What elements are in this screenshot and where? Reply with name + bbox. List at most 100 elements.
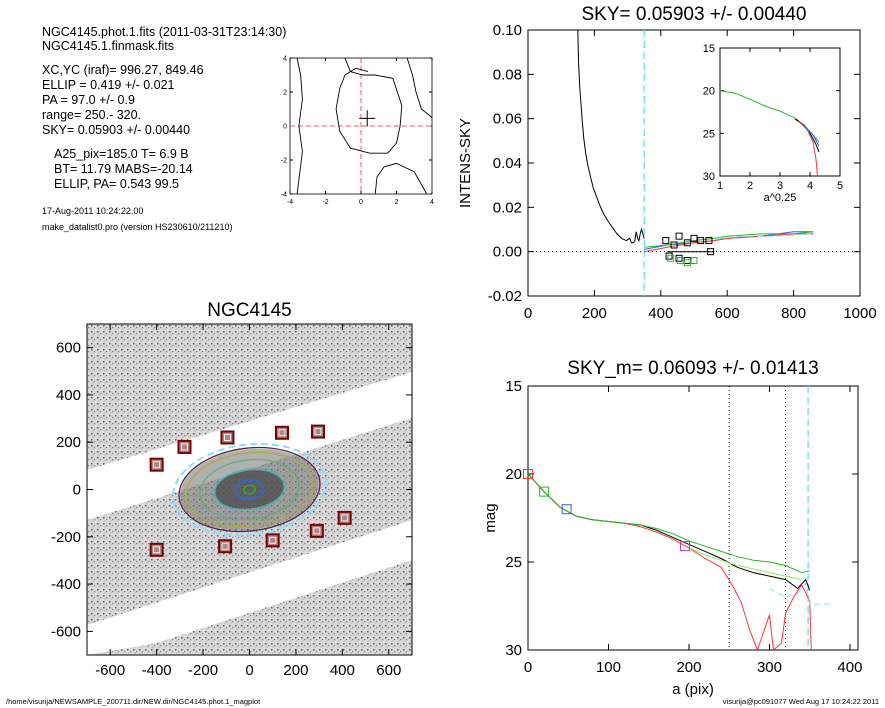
y-tick-label: 20 (505, 466, 522, 483)
x-axis-label: a^0.25 (764, 192, 797, 204)
sky-box-inner (181, 443, 188, 451)
y-tick-label: 0.06 (493, 111, 522, 128)
sky-box (177, 439, 192, 454)
sky-box (220, 430, 235, 445)
info-line: ELLIP = 0.419 +/- 0.021 (42, 78, 175, 92)
chart-title: SKY_m= 0.06093 +/- 0.01413 (567, 358, 818, 379)
x-tick-label: -400 (142, 662, 172, 679)
x-tick-label: 400 (648, 305, 673, 322)
profile-square (683, 259, 691, 267)
sky-box-inner (269, 536, 277, 544)
info-line: PA = 97.0 +/- 0.9 (42, 93, 135, 107)
info-line: A25_pix=185.0 T= 6.9 B (54, 147, 189, 161)
isophote-ellipse (214, 468, 285, 511)
profile-square (523, 469, 533, 479)
info-line: range= 250.- 320. (42, 108, 141, 122)
sky-box (309, 523, 324, 538)
profile-square (707, 248, 715, 256)
profile-square (667, 254, 675, 262)
series-line (577, 30, 645, 244)
x-tick-label: 4 (807, 180, 813, 192)
x-tick-label: -600 (95, 662, 125, 679)
sky-box (265, 533, 280, 548)
profile-square (675, 254, 683, 262)
image-layer (87, 324, 412, 655)
profile-square (683, 239, 691, 247)
y-tick-label: 0 (283, 124, 287, 131)
magnitude-profile-plot: 0 100 200 300 400 15 20 25 30 SKY_m= 0.06093 +/- … (482, 358, 862, 698)
y-tick-label: -200 (51, 529, 81, 546)
info-line: NGC4145.phot.1.fits (2011-03-31T23:14:30… (42, 25, 286, 39)
sky-box (310, 424, 325, 439)
y-tick-label: 0.04 (493, 155, 522, 172)
sky-box-inner (221, 542, 229, 550)
x-tick-label: 400 (837, 659, 862, 676)
y-tick-label: 25 (505, 554, 522, 571)
sky-box (218, 539, 233, 554)
x-tick-label: 200 (676, 659, 701, 676)
sky-box (149, 457, 164, 472)
x-tick-label: 0 (524, 305, 532, 322)
y-tick-label: 2 (283, 90, 287, 97)
info-line: ELLIP, PA= 0.543 99.5 (54, 177, 179, 191)
x-tick-label: 0 (245, 662, 253, 679)
x-tick-label: 2 (747, 180, 753, 192)
y-axis-label: mag (482, 503, 499, 532)
sky-box-inner (313, 527, 321, 535)
info-version: make_datalist0.pro (version HS230610/211… (42, 222, 232, 232)
profile-square (665, 252, 673, 260)
x-axis-label: a (pix) (672, 681, 714, 698)
info-line: BT= 11.79 MABS=-20.14 (54, 162, 193, 176)
x-tick-label: 1000 (843, 305, 876, 322)
profile-square (683, 257, 691, 265)
profile-square (670, 241, 678, 249)
isophote-ellipse (234, 479, 265, 500)
series-line (769, 581, 834, 605)
y-tick-label: 0.02 (493, 199, 522, 216)
profile-square (675, 232, 683, 240)
info-line: SKY= 0.05903 +/- 0.00440 (42, 123, 190, 137)
isophote-ellipse (199, 458, 300, 521)
contour-line (335, 58, 403, 154)
footer-path: /home/visurija/NEWSAMPLE_200711.dir/NEW.… (6, 697, 261, 706)
contour-line (296, 58, 303, 194)
series-line (528, 473, 810, 574)
x-tick-label: 5 (837, 180, 843, 192)
y-tick-label: 30 (703, 171, 715, 183)
plot-frame (527, 385, 859, 651)
chart-title: NGC4145 (207, 300, 292, 321)
isophote-ellipse (185, 451, 314, 528)
y-tick-label: 0.00 (493, 244, 522, 261)
y-tick-label: 400 (56, 387, 81, 404)
y-tick-label: -4 (281, 192, 287, 199)
inset-line (797, 120, 818, 176)
x-tick-label: 200 (582, 305, 607, 322)
x-tick-label: 600 (715, 305, 740, 322)
profile-square (697, 237, 705, 245)
profile-square (690, 257, 698, 265)
y-tick-label: 200 (56, 434, 81, 451)
info-line: XC,YC (iraf)= 996.27, 849.46 (42, 63, 204, 77)
field-strip-lower (120, 560, 412, 655)
info-line: NGC4145.1.finmask.fits (42, 39, 174, 53)
series-line (688, 547, 802, 581)
x-tick-label: -2 (322, 199, 328, 206)
x-tick-label: 400 (330, 662, 355, 679)
y-tick-label: -0.02 (488, 288, 522, 305)
footer-user: visurija@pc091077 Wed Aug 17 10:24:22 20… (723, 697, 879, 706)
galaxy-image-plot: NGC4145 -600 -400 -200 0 200 400 600 -600 -400 -20… (51, 300, 413, 679)
isophote-ellipse (243, 484, 256, 495)
x-tick-label: 4 (430, 199, 434, 206)
y-tick-label: -600 (51, 623, 81, 640)
profile-square (662, 237, 670, 245)
x-tick-label: 0 (359, 199, 363, 206)
contour-plot: -4 -2 0 2 4 -4 -2 0 2 4 (281, 56, 434, 207)
sky-box-inner (341, 514, 349, 522)
sky-box (337, 510, 352, 525)
x-tick-label: -4 (287, 199, 293, 206)
sky-box-inner (153, 546, 161, 554)
x-tick-label: 1 (717, 180, 723, 192)
y-tick-label: 0.08 (493, 66, 522, 83)
y-tick-label: 4 (283, 56, 287, 63)
